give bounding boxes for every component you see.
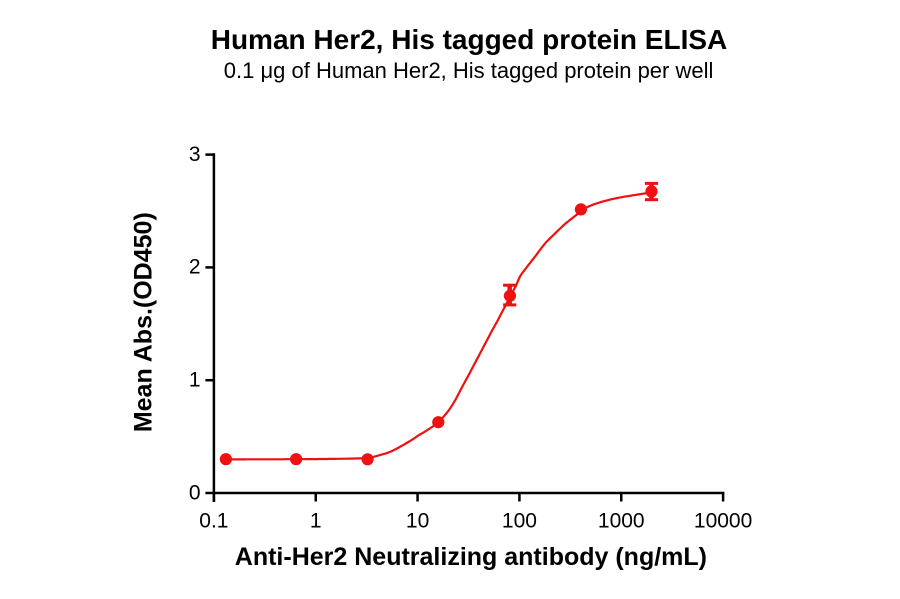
svg-text:Mean Abs.(OD450): Mean Abs.(OD450) — [130, 212, 158, 432]
svg-text:1: 1 — [189, 369, 201, 392]
svg-text:2: 2 — [189, 256, 201, 279]
svg-text:10000: 10000 — [694, 510, 752, 533]
svg-text:10: 10 — [406, 510, 429, 533]
svg-text:1: 1 — [310, 510, 322, 533]
svg-text:0.1 μg of Human Her2, His tagg: 0.1 μg of Human Her2, His tagged protein… — [224, 58, 714, 83]
svg-text:0: 0 — [189, 481, 201, 504]
svg-text:Human Her2, His tagged protein: Human Her2, His tagged protein ELISA — [211, 24, 728, 55]
svg-text:1000: 1000 — [598, 510, 645, 533]
svg-text:Anti-Her2 Neutralizing antibod: Anti-Her2 Neutralizing antibody (ng/mL) — [235, 543, 707, 571]
svg-text:100: 100 — [502, 510, 537, 533]
svg-text:3: 3 — [189, 143, 201, 166]
svg-text:0.1: 0.1 — [199, 510, 228, 533]
